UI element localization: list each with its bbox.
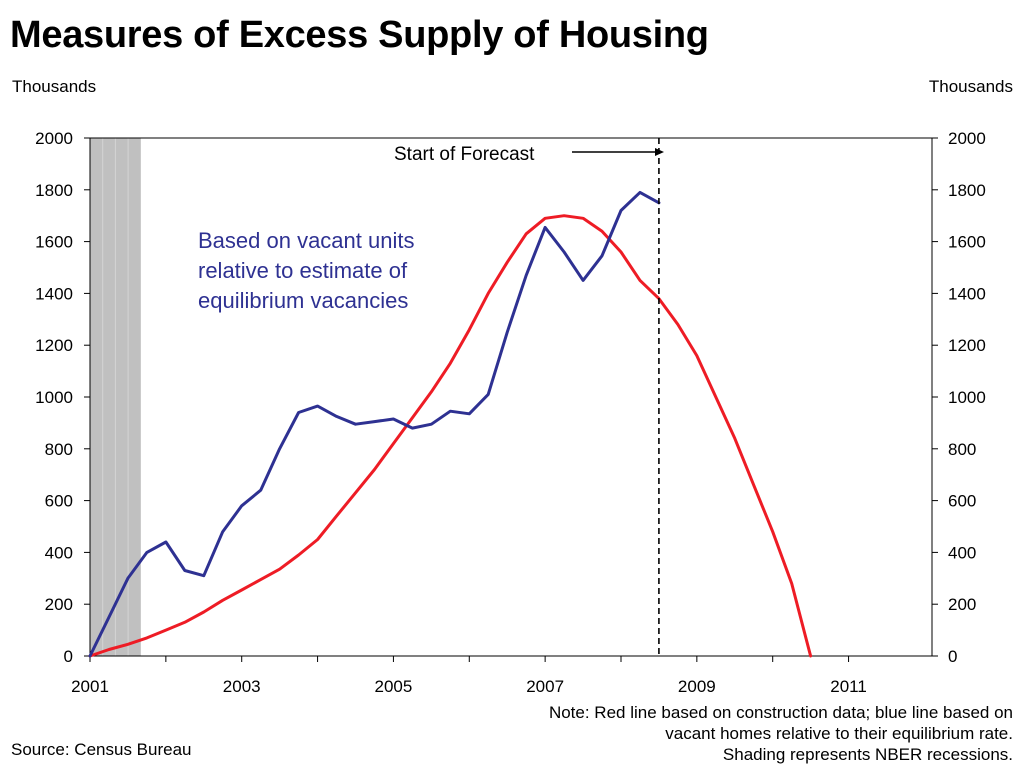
forecast-arrow-head — [655, 148, 664, 156]
y-tick-label-right: 400 — [948, 543, 976, 562]
x-tick-label: 2003 — [223, 677, 261, 696]
y-tick-label-left: 2000 — [35, 129, 73, 148]
x-tick-label: 2007 — [526, 677, 564, 696]
y-tick-label-left: 400 — [45, 543, 73, 562]
y-tick-label-right: 1600 — [948, 233, 986, 252]
note-line-1: Note: Red line based on construction dat… — [548, 703, 1013, 722]
y-tick-label-left: 1400 — [35, 284, 73, 303]
series-line-vacancies — [88, 190, 661, 658]
x-tick-label: 2001 — [71, 677, 109, 696]
right-axis-unit-label: Thousands — [928, 77, 1013, 96]
y-tick-label-left: 1800 — [35, 181, 73, 200]
y-tick-label-right: 2000 — [948, 129, 986, 148]
chart-title: Measures of Excess Supply of Housing — [10, 14, 709, 56]
vacancy-annotation-line: Based on vacant units — [198, 228, 414, 253]
y-tick-label-right: 200 — [948, 595, 976, 614]
y-tick-label-right: 600 — [948, 492, 976, 511]
source-note: Source: Census Bureau — [11, 740, 192, 759]
x-tick-label: 2009 — [678, 677, 716, 696]
y-tick-label-left: 1200 — [35, 336, 73, 355]
y-tick-label-right: 1800 — [948, 181, 986, 200]
y-tick-label-left: 200 — [45, 595, 73, 614]
note-line-3: Shading represents NBER recessions. — [722, 745, 1013, 764]
x-tick-label: 2011 — [830, 677, 867, 696]
vacancy-annotation-line: equilibrium vacancies — [198, 288, 408, 313]
y-tick-label-left: 600 — [45, 492, 73, 511]
y-tick-label-left: 800 — [45, 440, 73, 459]
plot-frame — [89, 137, 933, 657]
y-tick-label-right: 1000 — [948, 388, 986, 407]
left-axis-unit-label: Thousands — [12, 77, 97, 96]
series-line-construction — [88, 214, 813, 658]
x-tick-label: 2005 — [375, 677, 413, 696]
vacancy-annotation-line: relative to estimate of — [198, 258, 408, 283]
note-line-2: vacant homes relative to their equilibri… — [665, 724, 1013, 743]
y-tick-label-left: 0 — [64, 647, 73, 666]
y-tick-label-left: 1000 — [35, 388, 73, 407]
y-tick-label-left: 1600 — [35, 233, 73, 252]
chart-note: Note: Red line based on construction dat… — [549, 702, 1013, 765]
y-tick-label-right: 1400 — [948, 284, 986, 303]
y-tick-label-right: 1200 — [948, 336, 986, 355]
y-tick-label-right: 800 — [948, 440, 976, 459]
forecast-start-label: Start of Forecast — [394, 144, 535, 165]
y-tick-label-right: 0 — [948, 647, 957, 666]
